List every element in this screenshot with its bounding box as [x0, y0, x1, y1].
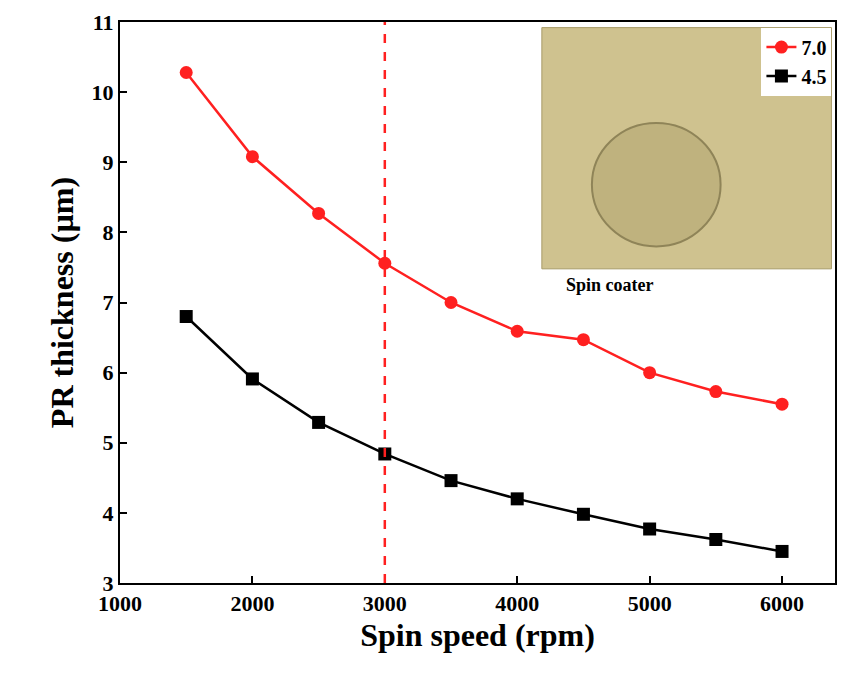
svg-text:11: 11 — [93, 10, 114, 35]
svg-text:7: 7 — [103, 290, 114, 315]
svg-text:10: 10 — [92, 80, 114, 105]
svg-text:4000: 4000 — [495, 591, 539, 616]
svg-text:1000: 1000 — [98, 591, 142, 616]
svg-text:3000: 3000 — [363, 591, 407, 616]
svg-text:4: 4 — [103, 501, 114, 526]
svg-text:5000: 5000 — [628, 591, 672, 616]
svg-text:Spin coater: Spin coater — [566, 275, 654, 295]
svg-text:6000: 6000 — [760, 591, 804, 616]
svg-text:6: 6 — [103, 360, 114, 385]
svg-text:PR thickness (µm): PR thickness (µm) — [44, 177, 80, 428]
svg-text:8: 8 — [103, 220, 114, 245]
svg-text:3: 3 — [103, 571, 114, 596]
svg-text:5: 5 — [103, 430, 114, 455]
svg-text:2000: 2000 — [230, 591, 274, 616]
svg-text:Spin speed (rpm): Spin speed (rpm) — [360, 617, 595, 653]
svg-text:4.5: 4.5 — [801, 66, 826, 88]
svg-text:9: 9 — [103, 150, 114, 175]
svg-text:7.0: 7.0 — [801, 37, 826, 59]
